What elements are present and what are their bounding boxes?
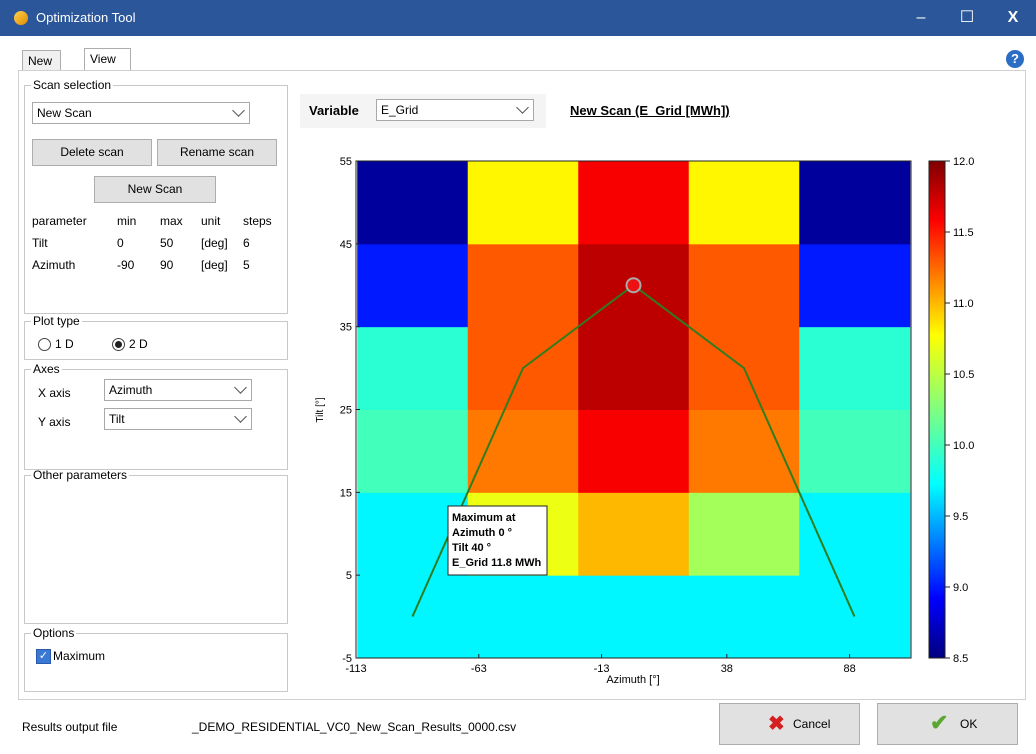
help-icon[interactable]: ?: [1006, 50, 1024, 68]
tab-new-scan[interactable]: New Scan: [22, 50, 62, 88]
radio-off-icon: [38, 338, 51, 352]
param-header: max: [160, 214, 183, 228]
param-cell: [deg]: [201, 236, 228, 250]
results-file-value: _DEMO_RESIDENTIAL_VC0_New_Scan_Results_0…: [192, 720, 517, 734]
chevron-down-icon: [516, 101, 529, 114]
app-icon: [14, 11, 28, 25]
window-title: Optimization Tool: [36, 10, 136, 25]
options-legend: Options: [33, 626, 75, 640]
scan-selection-group: Scan selection: [24, 78, 288, 314]
param-header: steps: [243, 214, 272, 228]
plot-type-legend: Plot type: [33, 314, 80, 328]
radio-1d-label: 1 D: [55, 337, 74, 351]
minimize-button[interactable]: –: [916, 9, 926, 26]
y-axis-value: Tilt: [109, 412, 125, 426]
other-parameters-legend: Other parameters: [33, 468, 128, 482]
param-cell: [deg]: [201, 258, 228, 272]
ok-label: OK: [960, 717, 978, 731]
new-scan-button[interactable]: New Scan: [94, 176, 216, 203]
param-cell: 6: [243, 236, 250, 250]
other-parameters-group: Other parameters: [24, 468, 288, 624]
checkmark-icon: ✔: [930, 710, 949, 735]
scan-select[interactable]: New Scan: [32, 102, 250, 124]
chevron-down-icon: [234, 410, 247, 423]
options-group: Options: [24, 626, 288, 692]
radio-on-icon: [112, 338, 125, 352]
radio-2d-label: 2 D: [129, 337, 148, 351]
x-axis-select[interactable]: Azimuth: [104, 379, 252, 401]
variable-value: E_Grid: [381, 103, 419, 117]
rename-scan-button[interactable]: Rename scan: [157, 139, 277, 166]
axes-group: Axes: [24, 362, 288, 470]
plot-title: New Scan (E_Grid [MWh]): [570, 103, 730, 118]
cancel-x-icon: ✖: [768, 713, 785, 735]
cancel-label: Cancel: [793, 717, 831, 731]
tab-view-results[interactable]: View results: [84, 48, 132, 86]
param-cell: 0: [117, 236, 124, 250]
ok-button[interactable]: ✔ OK: [877, 703, 1018, 745]
axes-legend: Axes: [33, 362, 60, 376]
x-axis-label: X axis: [38, 386, 71, 400]
y-axis-select[interactable]: Tilt: [104, 408, 252, 430]
variable-select[interactable]: E_Grid: [376, 99, 534, 121]
radio-2d[interactable]: 2 D: [112, 337, 148, 352]
radio-1d[interactable]: 1 D: [38, 337, 74, 352]
x-axis-value: Azimuth: [109, 383, 153, 397]
param-cell: Tilt: [32, 236, 48, 250]
param-cell: 50: [160, 236, 174, 250]
param-cell: -90: [117, 258, 135, 272]
delete-scan-button[interactable]: Delete scan: [32, 139, 152, 166]
param-header: unit: [201, 214, 221, 228]
param-header: min: [117, 214, 137, 228]
close-button[interactable]: X: [1007, 9, 1019, 26]
param-header: parameter: [32, 214, 87, 228]
param-cell: 5: [243, 258, 250, 272]
title-bar: Optimization Tool – ☐ X: [0, 0, 1036, 36]
param-cell: 90: [160, 258, 174, 272]
y-axis-label: Y axis: [38, 415, 71, 429]
maximize-button[interactable]: ☐: [959, 9, 975, 26]
chevron-down-icon: [232, 104, 245, 117]
maximum-checkbox[interactable]: ✓: [36, 649, 51, 664]
maximum-label: Maximum: [53, 649, 106, 663]
results-file-label: Results output file: [22, 720, 118, 734]
param-cell: Azimuth: [32, 258, 76, 272]
variable-label: Variable: [309, 103, 359, 118]
cancel-button[interactable]: ✖ Cancel: [719, 703, 860, 745]
chevron-down-icon: [234, 381, 247, 394]
plot-type-group: Plot type: [24, 314, 288, 360]
scan-select-value: New Scan: [37, 106, 92, 120]
scan-selection-legend: Scan selection: [33, 78, 112, 92]
